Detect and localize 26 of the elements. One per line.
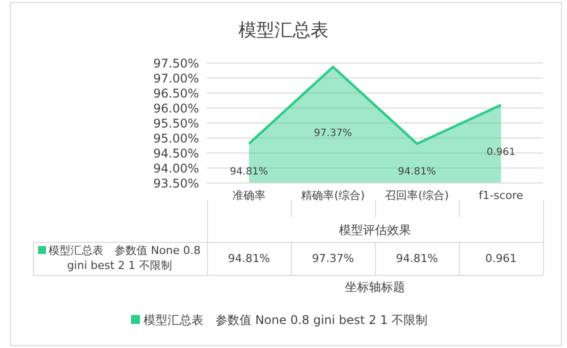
y-tick-label: 93.50%: [153, 176, 199, 190]
text: 94.81%: [398, 166, 436, 178]
y-tick-label: 95.00%: [153, 131, 199, 146]
y-tick-label: 96.00%: [153, 101, 199, 116]
y-tick-label: 95.50%: [153, 116, 199, 130]
x-tick-label: f1-score: [478, 188, 524, 202]
text: 坐标轴标题: [344, 279, 406, 296]
chart-title: 模型汇总表: [238, 19, 330, 42]
data-label: 0.961: [484, 252, 518, 265]
x-axis-title: 模型评估效果: [338, 222, 412, 239]
text: 模型汇总表 参数值 None 0.8 gini best 2 1 不限制: [143, 313, 428, 327]
x-tick-label: 准确率: [232, 188, 266, 202]
text: 0.961: [486, 147, 516, 158]
text: 94.81%: [230, 166, 268, 178]
y-tick-label: 94.50%: [153, 146, 199, 160]
legend-label: 模型汇总表 参数值 None 0.8 gini best 2 1 不限制: [47, 243, 202, 273]
x-tick-label: 召回率(综合): [385, 188, 449, 202]
data-label: 97.37%: [311, 252, 355, 265]
x-tick-label: 精确率(综合): [301, 188, 365, 202]
text: 97.37%: [314, 128, 352, 140]
y-tick-label: 97.50%: [153, 56, 199, 70]
y-tick-label: 97.00%: [153, 71, 199, 86]
y-tick-label: 96.50%: [153, 86, 199, 100]
data-label: 94.81%: [227, 252, 271, 265]
y-tick-label: 94.00%: [153, 161, 199, 176]
data-label: 94.81%: [395, 252, 439, 265]
